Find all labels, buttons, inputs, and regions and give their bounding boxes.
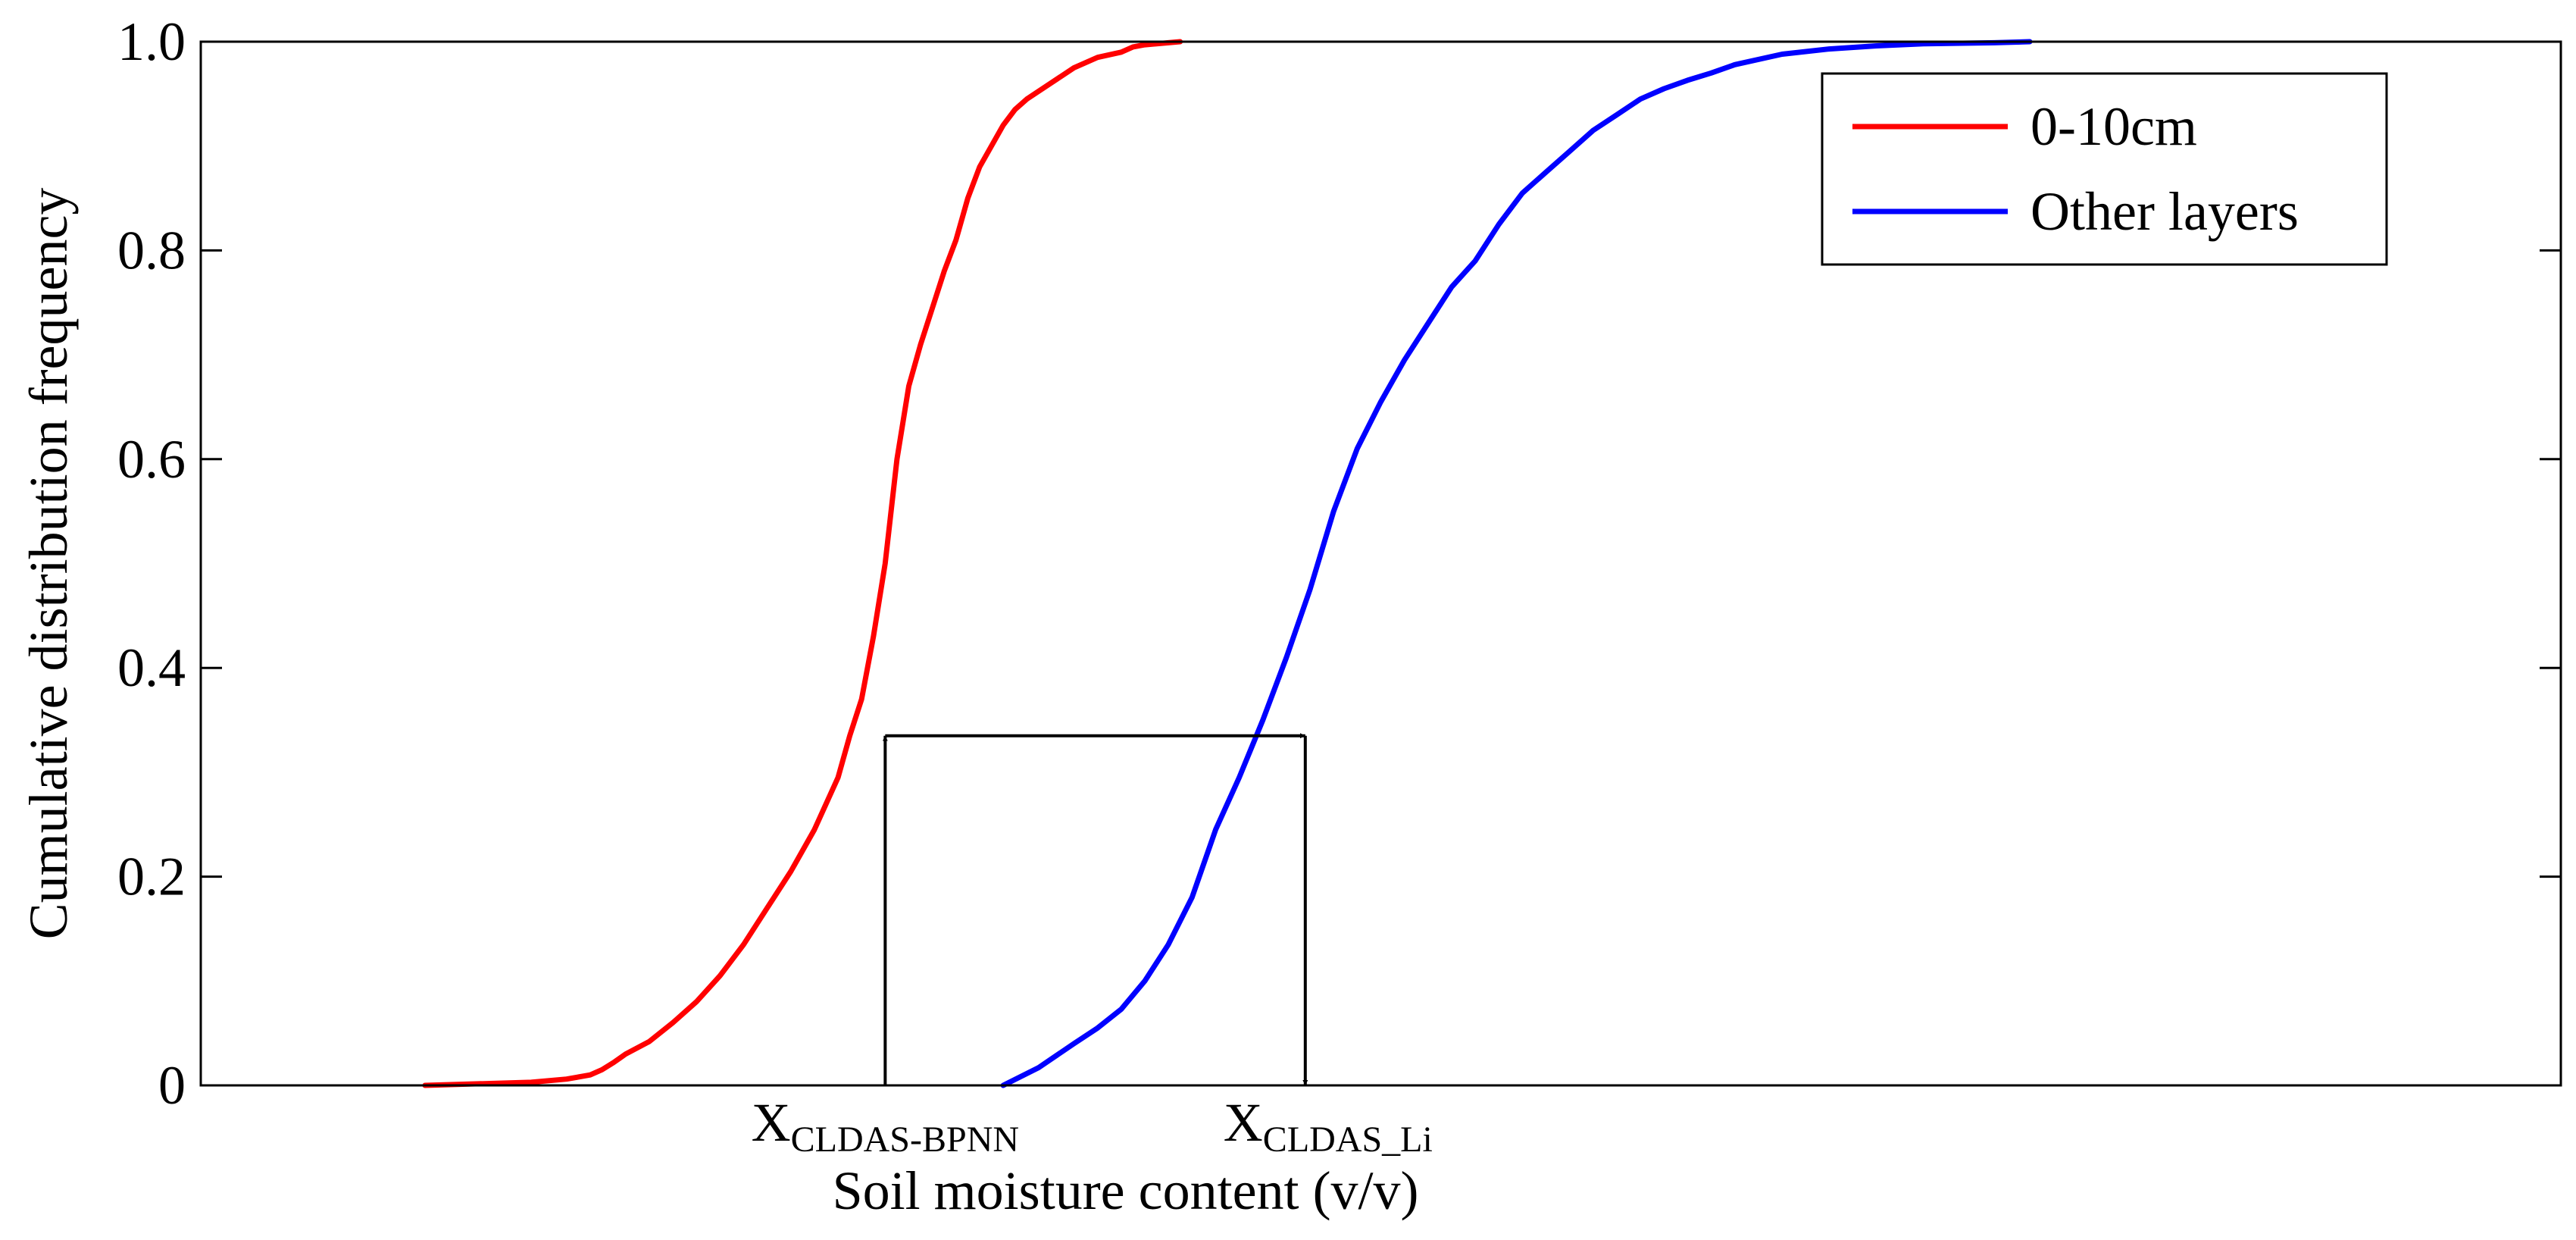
x-cldas-li-label: XCLDAS_Li bbox=[1224, 1092, 1433, 1160]
legend: 0-10cm Other layers bbox=[1821, 72, 2388, 266]
series-line-1 bbox=[1000, 39, 2033, 1088]
series-line-0 bbox=[422, 39, 1183, 1088]
y-tick-label: 0.2 bbox=[117, 847, 186, 907]
legend-box bbox=[1821, 72, 2388, 266]
y-tick-label: 1.0 bbox=[117, 11, 186, 72]
x-cldas-bpnn-label: XCLDAS-BPNN bbox=[752, 1092, 1019, 1160]
y-axis-ticks: 0 0.2 0.4 0.6 0.8 1.0 bbox=[117, 11, 2561, 1116]
x-cldas-li-subscript: CLDAS_Li bbox=[1263, 1119, 1433, 1160]
x-axis-label: Soil moisture content (v/v) bbox=[833, 1160, 1419, 1221]
x-cldas-li-main: X bbox=[1224, 1092, 1263, 1153]
legend-label-0: 0-10cm bbox=[2030, 96, 2197, 157]
x-cldas-bpnn-subscript: CLDAS-BPNN bbox=[791, 1119, 1019, 1160]
x-cldas-bpnn-main: X bbox=[752, 1092, 791, 1153]
y-tick-label: 0 bbox=[158, 1055, 186, 1116]
annotation-layer bbox=[882, 733, 1308, 1085]
legend-label-1: Other layers bbox=[2030, 181, 2299, 242]
y-tick-label: 0.6 bbox=[117, 429, 186, 490]
series-layer bbox=[422, 39, 2033, 1088]
plot-frame bbox=[199, 40, 2562, 1087]
y-tick-label: 0.4 bbox=[117, 637, 186, 698]
y-tick-label: 0.8 bbox=[117, 220, 186, 280]
y-axis-label: Cumulative distribution frequency bbox=[18, 188, 79, 940]
